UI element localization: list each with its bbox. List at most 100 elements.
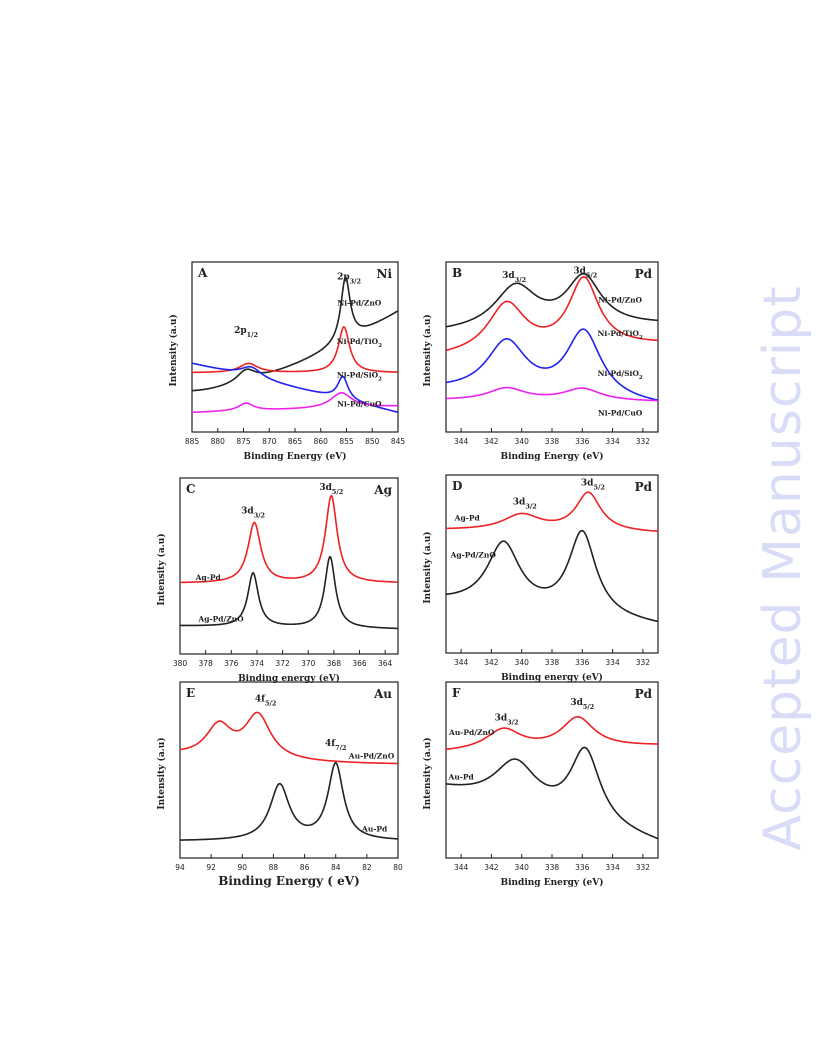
x-tick-label: 870 bbox=[262, 437, 277, 446]
series-line bbox=[446, 272, 658, 328]
x-tick-label: 374 bbox=[250, 659, 265, 668]
x-axis-label: Binding Energy ( eV) bbox=[218, 874, 360, 888]
series-group bbox=[180, 711, 398, 841]
peak-annotation: 3d3/2 bbox=[513, 498, 537, 511]
series-line bbox=[446, 276, 658, 352]
peak-annotation: 3d5/2 bbox=[581, 478, 605, 491]
series-label: Ag-Pd/ZnO bbox=[450, 550, 497, 559]
peak-annotation: 3d3/2 bbox=[241, 507, 265, 520]
x-tick-label: 336 bbox=[575, 437, 590, 446]
series-line bbox=[446, 746, 658, 840]
x-tick-label: 334 bbox=[605, 437, 620, 446]
x-tick-label: 860 bbox=[314, 437, 329, 446]
x-tick-label: 342 bbox=[484, 437, 499, 446]
series-line bbox=[192, 392, 398, 414]
chart-panel-d: 344 342 340 338 336 334 332 Binding energy (eV)… bbox=[422, 474, 659, 683]
chart-panel-f: 344 342 340 338 336 334 332 Binding Energy (eV)… bbox=[422, 681, 659, 888]
series-label: Au-Pd bbox=[448, 772, 475, 781]
y-axis-label: Intensity (a.u) bbox=[422, 314, 433, 386]
x-tick-label: 94 bbox=[175, 863, 185, 872]
x-tick-label: 338 bbox=[545, 437, 560, 446]
series-label: Au-Pd bbox=[361, 825, 388, 834]
series-line bbox=[180, 761, 398, 841]
series-line bbox=[446, 716, 658, 751]
plot-frame bbox=[445, 681, 659, 859]
series-label: Ni-Pd/ZnO bbox=[598, 295, 642, 304]
series-group bbox=[180, 494, 398, 630]
x-tick-label: 865 bbox=[288, 437, 303, 446]
x-tick-label: 342 bbox=[484, 863, 499, 872]
series-group bbox=[192, 275, 398, 414]
x-tick-label: 376 bbox=[224, 659, 239, 668]
x-tick-label: 338 bbox=[545, 863, 560, 872]
x-tick-label: 332 bbox=[636, 863, 651, 872]
x-tick-label: 92 bbox=[206, 863, 216, 872]
y-axis-label: Intensity (a.u) bbox=[156, 533, 167, 605]
series-label: Ni-Pd/TiO2 bbox=[598, 329, 643, 341]
panel-element: Ag bbox=[373, 483, 392, 497]
series-label: Au-Pd/ZnO bbox=[348, 752, 395, 761]
panel-element: Au bbox=[373, 687, 392, 701]
x-tick-label: 880 bbox=[211, 437, 226, 446]
series-group bbox=[446, 272, 658, 402]
series-line bbox=[192, 362, 398, 414]
plot-frame bbox=[179, 477, 399, 655]
panel-letter: A bbox=[197, 266, 208, 280]
x-tick-label: 875 bbox=[236, 437, 251, 446]
x-tick-label: 855 bbox=[339, 437, 354, 446]
series-label: Ni-Pd/CuO bbox=[337, 400, 382, 409]
peak-annotation: 2p1/2 bbox=[234, 326, 258, 339]
y-axis-label: Intensity (a.u) bbox=[422, 737, 433, 809]
x-axis-label: Binding Energy (eV) bbox=[500, 451, 603, 462]
x-tick-label: 885 bbox=[185, 437, 200, 446]
x-tick-label: 336 bbox=[575, 863, 590, 872]
series-label: Ni-Pd/SiO2 bbox=[337, 370, 382, 382]
peak-annotation: 3d3/2 bbox=[495, 714, 519, 727]
x-tick-label: 372 bbox=[275, 659, 290, 668]
x-axis-label: Binding Energy (eV) bbox=[243, 451, 346, 462]
x-tick-label: 344 bbox=[454, 863, 469, 872]
peak-annotation: 3d5/2 bbox=[319, 483, 343, 496]
x-axis-label: Binding energy (eV) bbox=[238, 673, 340, 684]
panel-letter: F bbox=[452, 686, 461, 700]
series-line bbox=[446, 328, 658, 401]
x-tick-label: 370 bbox=[301, 659, 316, 668]
x-tick-label: 84 bbox=[331, 863, 341, 872]
series-label: Ni-Pd/TiO2 bbox=[337, 337, 382, 349]
y-axis-label: Intensity (a.u) bbox=[422, 531, 433, 603]
x-tick-label: 334 bbox=[605, 863, 620, 872]
series-label: Ag-Pd bbox=[195, 573, 222, 582]
peak-annotation: 3d5/2 bbox=[570, 698, 594, 711]
x-tick-label: 88 bbox=[269, 863, 279, 872]
panel-letter: D bbox=[452, 479, 462, 493]
plot-frame bbox=[179, 681, 399, 859]
series-line bbox=[192, 275, 398, 392]
x-tick-label: 90 bbox=[238, 863, 248, 872]
chart-panel-b: 344 342 340 338 336 334 332 Binding Energy (eV)… bbox=[422, 261, 659, 462]
x-tick-label: 332 bbox=[636, 658, 651, 667]
x-tick-label: 338 bbox=[545, 658, 560, 667]
x-tick-label: 342 bbox=[484, 658, 499, 667]
x-tick-label: 366 bbox=[352, 659, 367, 668]
x-axis-label: Binding energy (eV) bbox=[501, 672, 603, 683]
x-tick-label: 334 bbox=[605, 658, 620, 667]
series-line bbox=[180, 711, 398, 765]
series-label: Au-Pd/ZnO bbox=[448, 728, 495, 737]
x-tick-label: 336 bbox=[575, 658, 590, 667]
series-line bbox=[446, 491, 658, 533]
x-tick-label: 378 bbox=[198, 659, 213, 668]
x-tick-label: 364 bbox=[378, 659, 393, 668]
x-tick-label: 82 bbox=[362, 863, 372, 872]
series-line bbox=[180, 555, 398, 630]
series-label: Ni-Pd/ZnO bbox=[337, 299, 381, 308]
x-tick-label: 80 bbox=[393, 863, 403, 872]
panel-element: Pd bbox=[635, 267, 653, 281]
x-tick-label: 344 bbox=[454, 437, 469, 446]
plot-frame bbox=[445, 261, 659, 433]
series-label: Ag-Pd bbox=[454, 514, 481, 523]
series-label: Ni-Pd/SiO2 bbox=[598, 369, 643, 381]
x-tick-label: 380 bbox=[173, 659, 188, 668]
panel-element: Pd bbox=[635, 687, 653, 701]
series-line bbox=[446, 386, 658, 402]
